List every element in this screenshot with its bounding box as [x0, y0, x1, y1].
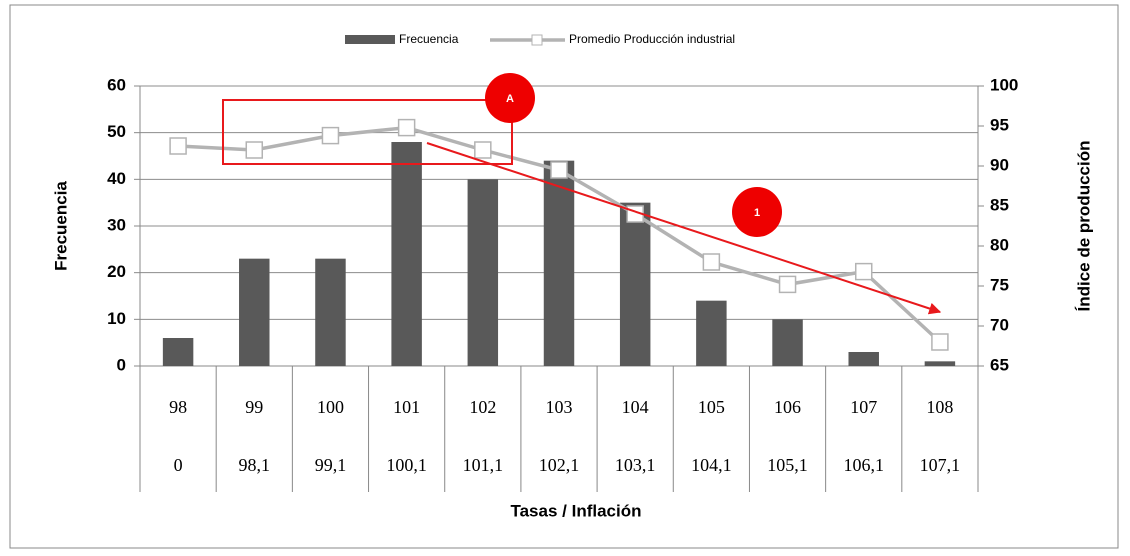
line-marker	[550, 161, 568, 179]
bar	[162, 338, 194, 366]
bar	[315, 258, 346, 366]
trend-arrow	[426, 142, 942, 315]
y-tick-label: 40	[107, 169, 126, 188]
x-tick-label: 107	[850, 397, 877, 417]
bar	[924, 361, 956, 366]
x-tick-label: 104	[622, 397, 649, 417]
line-marker	[702, 253, 721, 271]
y2-tick-label: 80	[990, 235, 1009, 254]
legend-marker	[531, 34, 543, 46]
y-tick-label: 30	[107, 215, 126, 234]
y2-tick-label: 70	[990, 315, 1009, 334]
annotation-badge	[732, 187, 782, 237]
x-sub-label: 104,1	[691, 455, 732, 475]
annotation-badge	[485, 73, 535, 123]
y2-tick-label: 85	[990, 195, 1009, 214]
bar	[391, 142, 422, 366]
legend-label: Frecuencia	[399, 32, 459, 46]
bar	[619, 202, 651, 366]
x-sub-label: 99,1	[315, 455, 347, 475]
y2-tick-label: 100	[990, 75, 1018, 94]
y2-tick-label: 95	[990, 115, 1009, 134]
x-axis-title: Tasas / Inflación	[510, 501, 641, 520]
line-marker	[169, 137, 187, 155]
x-tick-label: 103	[546, 397, 573, 417]
x-tick-label: 100	[317, 397, 344, 417]
x-tick-label: 101	[393, 397, 420, 417]
highlight-box	[222, 99, 513, 165]
x-sub-label: 107,1	[920, 455, 961, 475]
x-sub-label: 98,1	[239, 455, 271, 475]
line-marker	[474, 141, 492, 159]
line-marker	[245, 141, 264, 159]
y-tick-label: 60	[107, 75, 126, 94]
line-marker	[931, 333, 949, 351]
x-tick-label: 108	[926, 397, 953, 417]
x-sub-label: 102,1	[539, 455, 580, 475]
y-axis-title: Frecuencia	[51, 181, 70, 271]
legend-swatch	[345, 35, 395, 44]
legend-label: Promedio Producción industrial	[569, 32, 735, 46]
y2-tick-label: 90	[990, 155, 1009, 174]
bar	[467, 179, 499, 366]
y2-axis-title: Índice de producción	[1074, 141, 1093, 312]
annotation-label: 1	[754, 207, 760, 219]
annotation-label: A	[506, 93, 514, 105]
x-tick-label: 98	[169, 397, 187, 417]
y-tick-label: 50	[107, 122, 126, 141]
x-tick-label: 105	[698, 397, 725, 417]
y-tick-label: 10	[107, 309, 126, 328]
x-sub-label: 106,1	[843, 455, 884, 475]
bar	[239, 258, 270, 366]
x-tick-label: 102	[469, 397, 496, 417]
x-tick-label: 106	[774, 397, 801, 417]
x-sub-label: 0	[174, 455, 183, 475]
line-marker	[854, 262, 873, 281]
line-marker	[778, 275, 797, 294]
x-sub-label: 101,1	[463, 455, 504, 475]
y2-tick-label: 75	[990, 275, 1009, 294]
bar	[696, 300, 727, 366]
x-sub-label: 100,1	[386, 455, 427, 475]
bar	[543, 160, 575, 366]
bar	[772, 319, 803, 366]
x-sub-label: 103,1	[615, 455, 656, 475]
y-tick-label: 20	[107, 262, 126, 281]
x-sub-label: 105,1	[767, 455, 808, 475]
line-marker	[397, 118, 416, 137]
bar	[848, 352, 879, 366]
x-tick-label: 99	[245, 397, 263, 417]
line-marker	[321, 126, 340, 145]
y2-tick-label: 65	[990, 355, 1009, 374]
y-tick-label: 0	[117, 355, 126, 374]
